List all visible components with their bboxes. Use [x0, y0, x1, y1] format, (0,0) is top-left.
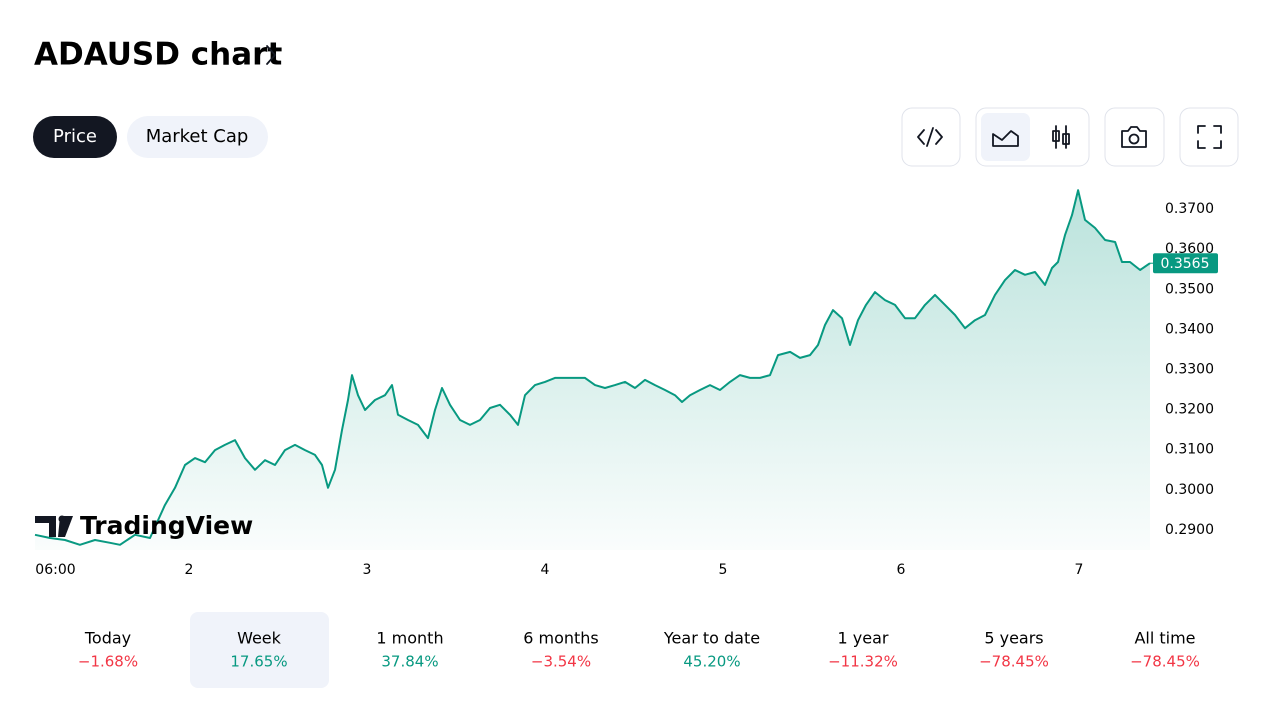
camera-icon: [1121, 126, 1147, 148]
tab-price[interactable]: [33, 116, 117, 158]
y-tick-label: 0.3400: [1165, 321, 1214, 337]
x-tick-label: 3: [363, 562, 372, 578]
price-line: [34, 189, 1151, 546]
period-change[interactable]: −78.45%: [979, 653, 1049, 671]
x-tick-label: 4: [541, 562, 550, 578]
last-price-label: 0.3565: [1161, 256, 1210, 272]
period-change[interactable]: −3.54%: [531, 653, 591, 671]
period-change[interactable]: 17.65%: [230, 653, 287, 671]
price-area: [35, 190, 1150, 550]
period-label[interactable]: Year to date: [663, 629, 760, 648]
fullscreen-icon: [1197, 125, 1222, 149]
watermark: TradingView: [35, 511, 253, 540]
y-tick-label: 0.2900: [1165, 522, 1214, 538]
x-tick-label: 2: [185, 562, 194, 578]
watermark-logo: [35, 516, 73, 537]
tab-label[interactable]: Price: [53, 126, 97, 147]
plot: 0.2900 0.3000 0.3100 0.3200 0.3300 0.3400 0.35…: [34, 189, 1218, 578]
y-tick-label: 0.3200: [1165, 402, 1214, 418]
x-tick-label: 06:00: [35, 562, 75, 578]
tab-market-cap[interactable]: [127, 116, 268, 158]
x-tick-label: 7: [1075, 562, 1084, 578]
fullscreen-button[interactable]: [1179, 107, 1239, 167]
period-change[interactable]: −1.68%: [78, 653, 138, 671]
y-tick-label: 0.3000: [1165, 482, 1214, 498]
period-label[interactable]: Today: [84, 629, 131, 648]
embed-icon: [917, 127, 943, 147]
camera-lens: [1128, 133, 1140, 145]
tab-label[interactable]: Market Cap: [146, 126, 249, 147]
y-tick-label: 0.3300: [1165, 362, 1214, 378]
candle-icon[interactable]: [1052, 125, 1070, 149]
x-tick-label: 5: [719, 562, 728, 578]
period-change[interactable]: −78.45%: [1130, 653, 1200, 671]
page-title: ADAUSD chart: [34, 37, 282, 73]
embed-button[interactable]: [901, 107, 961, 167]
period-label[interactable]: 1 year: [838, 629, 889, 648]
y-tick-label: 0.3700: [1165, 201, 1214, 217]
area-icon: [992, 130, 1019, 147]
period-change[interactable]: 45.20%: [683, 653, 740, 671]
x-tick-label: 6: [897, 562, 906, 578]
title-chevron[interactable]: [266, 45, 276, 65]
y-tick-label: 0.3500: [1165, 281, 1214, 297]
y-tick-label: 0.3600: [1165, 241, 1214, 257]
watermark-logo-dot: [58, 515, 66, 523]
period-change[interactable]: 37.84%: [381, 653, 438, 671]
period-label[interactable]: 1 month: [376, 629, 443, 648]
y-tick-label: 0.3100: [1165, 442, 1214, 458]
watermark-text: TradingView: [80, 511, 253, 540]
period-change[interactable]: −11.32%: [828, 653, 898, 671]
snapshot-button[interactable]: [1104, 107, 1165, 167]
period-label[interactable]: 5 years: [984, 629, 1043, 648]
period-selected: [190, 612, 329, 688]
period-label[interactable]: 6 months: [523, 629, 599, 648]
period-bar: Today −1.68% Week 17.65% 1 month 37.84% 6 mont…: [78, 612, 1200, 688]
period-label[interactable]: All time: [1134, 629, 1195, 648]
last-price-box: [1153, 253, 1218, 274]
period-label[interactable]: Week: [237, 629, 282, 648]
